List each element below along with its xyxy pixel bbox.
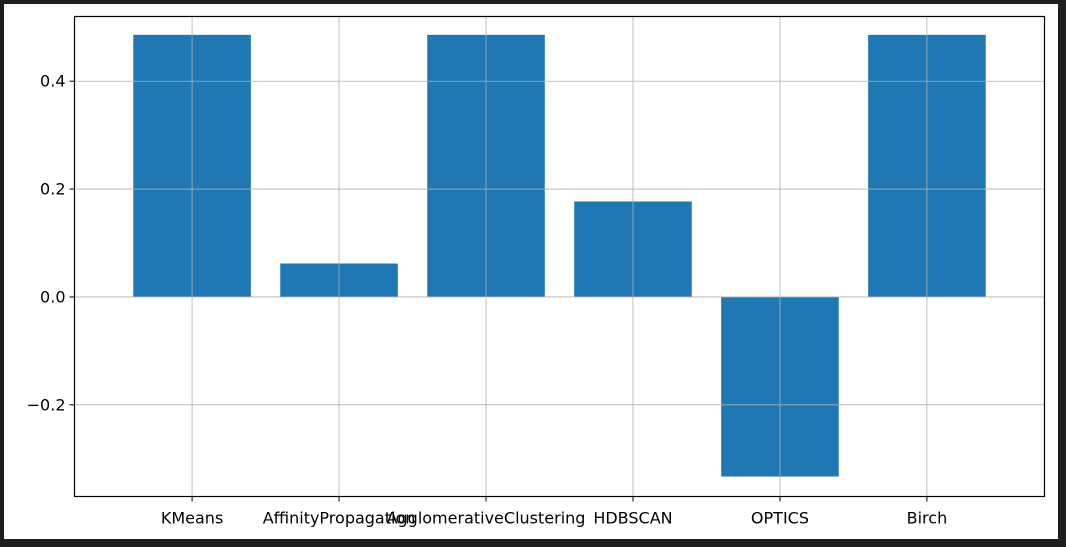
x-tick-label: OPTICS xyxy=(751,509,809,528)
y-tick-label: −0.2 xyxy=(27,395,66,414)
bar-chart: −0.2 0.0 0.2 0.4 KMeans AffinityPropagationAg… xyxy=(27,15,1046,528)
y-tick-label: 0.0 xyxy=(40,287,65,306)
x-tick-label: KMeans xyxy=(161,509,223,528)
x-tick-label: Birch xyxy=(907,509,948,528)
axes-frame xyxy=(73,15,1046,498)
axis-ticks xyxy=(69,80,928,502)
grid-lines xyxy=(74,16,1045,497)
x-tick-label: HDBSCAN xyxy=(593,509,672,528)
bars xyxy=(133,34,986,477)
y-tick-label: 0.4 xyxy=(40,72,65,91)
y-tick-label: 0.2 xyxy=(40,180,65,199)
x-tick-label: AgglomerativeClustering xyxy=(387,509,586,528)
tick-labels: −0.2 0.0 0.2 0.4 KMeans AffinityPropagationAg… xyxy=(27,72,948,528)
x-tick-label: AffinityPropagation xyxy=(263,509,416,528)
chart-canvas: −0.2 0.0 0.2 0.4 KMeans AffinityPropagation Ag… xyxy=(4,4,1058,539)
